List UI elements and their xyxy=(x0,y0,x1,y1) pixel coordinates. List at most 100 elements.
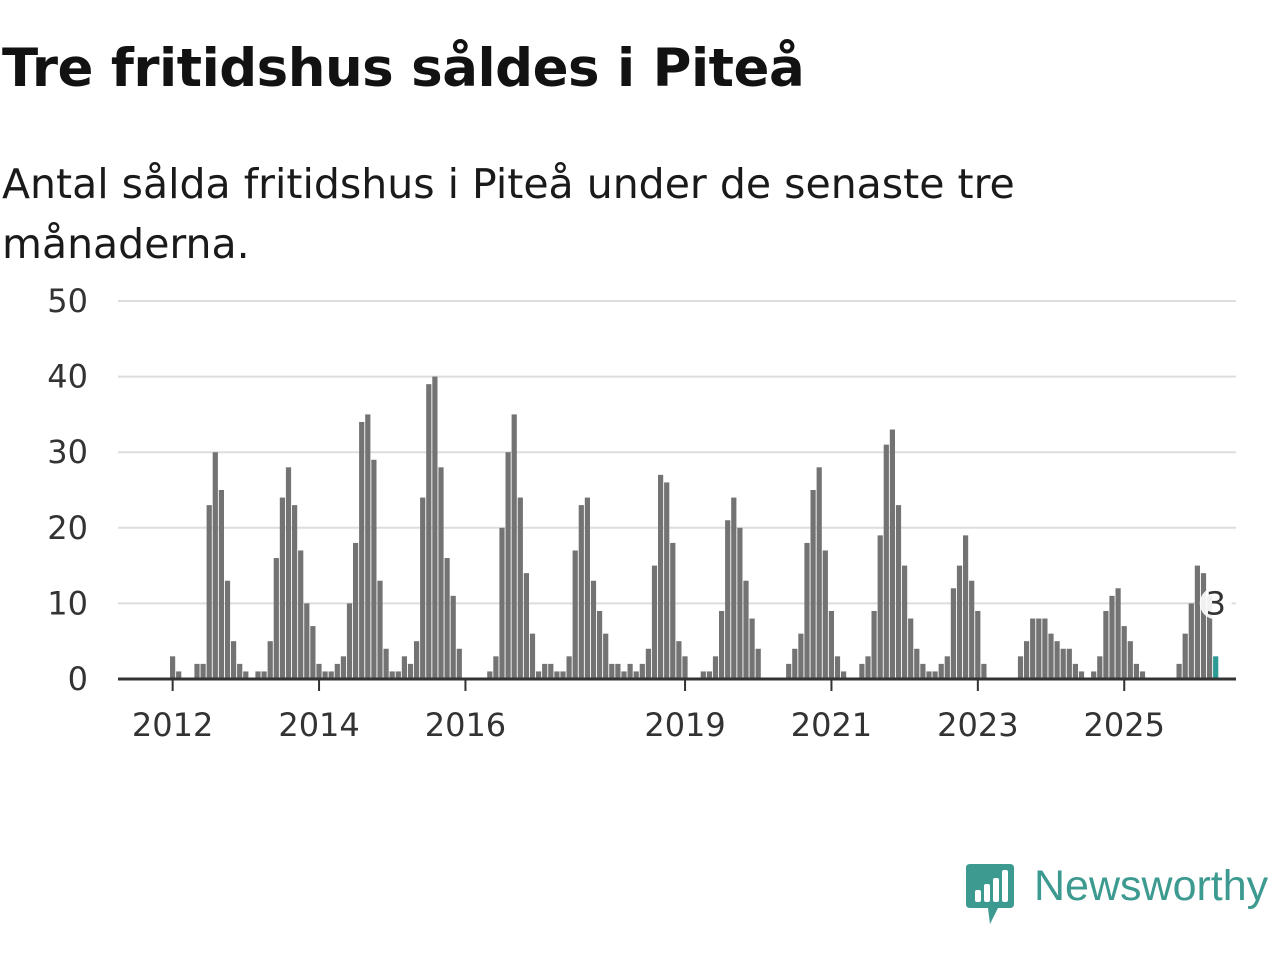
bar xyxy=(902,565,908,679)
bar xyxy=(200,663,206,679)
bar xyxy=(712,656,719,679)
bar xyxy=(859,663,865,679)
y-tick-label: 0 xyxy=(68,660,88,698)
bar xyxy=(664,482,670,679)
bar xyxy=(828,610,834,679)
chart-title: Tre fritidshus såldes i Piteå xyxy=(2,38,805,99)
bar xyxy=(395,671,401,679)
bar xyxy=(786,663,792,679)
bar xyxy=(920,663,926,679)
bar xyxy=(737,527,743,679)
y-tick-label: 20 xyxy=(47,509,88,547)
bar xyxy=(328,671,334,679)
highlight-value-label: 3 xyxy=(1206,584,1226,622)
bar xyxy=(822,550,828,679)
bar xyxy=(292,505,298,679)
bar xyxy=(658,474,664,679)
bar xyxy=(1200,573,1207,679)
bar xyxy=(1121,626,1127,679)
bar xyxy=(401,656,407,679)
bar xyxy=(456,648,462,679)
bar xyxy=(1078,671,1085,679)
bar xyxy=(1115,588,1121,679)
bar xyxy=(1042,618,1048,679)
x-tick-label: 2019 xyxy=(644,706,725,744)
bar xyxy=(1048,633,1054,679)
y-tick-label: 50 xyxy=(47,282,88,320)
bar xyxy=(243,671,249,679)
bar xyxy=(700,671,706,679)
bar xyxy=(432,376,438,679)
bar xyxy=(932,671,938,679)
bar xyxy=(554,671,560,679)
bar xyxy=(914,648,920,679)
bar xyxy=(511,414,517,679)
bar xyxy=(895,505,902,679)
bar xyxy=(883,444,889,679)
bar xyxy=(645,648,651,679)
bar xyxy=(285,467,292,679)
y-tick-label: 30 xyxy=(47,433,88,471)
bar xyxy=(1207,595,1213,679)
bar xyxy=(651,565,658,679)
bar xyxy=(322,671,328,679)
bar xyxy=(1103,610,1109,679)
x-tick-label: 2012 xyxy=(132,706,213,744)
bar xyxy=(871,610,877,679)
bar xyxy=(389,671,395,679)
bar xyxy=(1030,618,1036,679)
bar xyxy=(414,641,420,679)
bar xyxy=(792,648,798,679)
bar xyxy=(298,550,304,679)
bar xyxy=(359,421,365,679)
bar xyxy=(1182,633,1188,679)
x-tick-label: 2014 xyxy=(278,706,359,744)
x-tick-label: 2023 xyxy=(937,706,1018,744)
bar xyxy=(407,663,414,679)
bar xyxy=(804,542,810,679)
bar xyxy=(1024,641,1030,679)
bar xyxy=(255,671,261,679)
bar xyxy=(981,663,987,679)
bar xyxy=(560,671,566,679)
bar xyxy=(310,626,316,679)
bar xyxy=(206,505,212,679)
bar xyxy=(517,497,523,679)
bar xyxy=(1133,663,1139,679)
bar xyxy=(956,565,963,679)
bar xyxy=(365,414,371,679)
bar xyxy=(743,580,749,679)
bar xyxy=(346,603,353,679)
bar xyxy=(749,618,755,679)
bar xyxy=(572,550,578,679)
bar xyxy=(444,558,450,679)
chart-subtitle: Antal sålda fritidshus i Piteå under de … xyxy=(2,160,1015,268)
bar xyxy=(170,656,176,679)
bar xyxy=(194,663,200,679)
bar xyxy=(1072,663,1078,679)
bar xyxy=(224,580,231,679)
bar xyxy=(371,459,377,679)
bar xyxy=(1097,656,1103,679)
bar xyxy=(426,384,432,679)
bar xyxy=(609,663,615,679)
bar xyxy=(578,505,584,679)
bar xyxy=(969,580,975,679)
bar xyxy=(273,558,279,679)
bar xyxy=(1036,618,1042,679)
bar xyxy=(267,641,273,679)
x-tick-label: 2025 xyxy=(1084,706,1165,744)
bar xyxy=(670,542,676,679)
bar xyxy=(505,452,511,679)
bar xyxy=(383,648,389,679)
bar xyxy=(1066,648,1072,679)
bar xyxy=(1017,656,1024,679)
bar xyxy=(639,663,645,679)
bar xyxy=(1060,648,1066,679)
bar xyxy=(731,497,737,679)
bar xyxy=(938,663,944,679)
newsworthy-logo[interactable]: Newsworthy xyxy=(962,862,1280,932)
bar xyxy=(420,497,426,679)
y-tick-label: 10 xyxy=(47,584,88,622)
bar xyxy=(1091,671,1097,679)
